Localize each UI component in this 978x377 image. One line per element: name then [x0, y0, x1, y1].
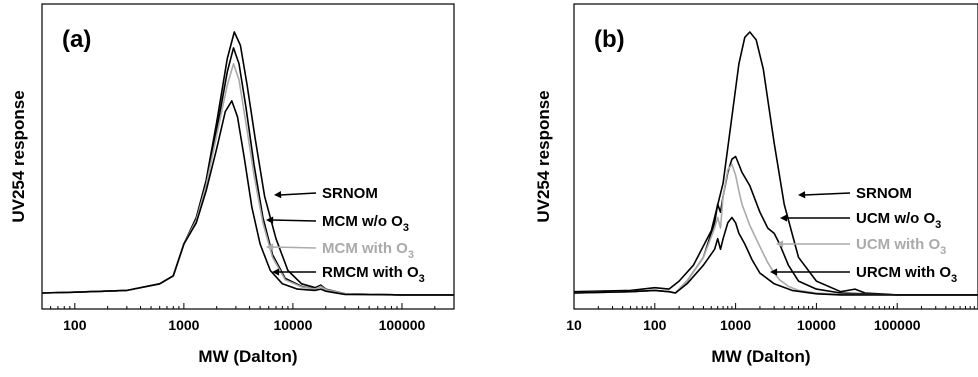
- annotation-arrowhead-b-2: [776, 240, 784, 248]
- x-tick-label-a: 1000: [168, 317, 199, 333]
- annotation-subscript-a-2: 3: [408, 249, 414, 261]
- plot-frame-a: [41, 3, 455, 310]
- series-line-b-0: [573, 31, 978, 296]
- series-line-a-1: [41, 47, 454, 296]
- annotation-arrowhead-a-2: [266, 243, 274, 251]
- x-tick-label-b: 10000: [797, 317, 836, 333]
- annotation-label-b-1: UCM w/o O3: [856, 210, 941, 231]
- x-axis-title-b: MW (Dalton): [711, 347, 810, 366]
- series-line-a-3: [41, 100, 454, 296]
- x-axis-title-a: MW (Dalton): [198, 347, 297, 366]
- x-tick-label-a: 100: [63, 317, 87, 333]
- chart-panel-a: 100 1000 10000 100000 SRNOM MCM w/o O3 MCM wit…: [9, 3, 455, 366]
- annotation-label-b-2: UCM with O3: [856, 236, 946, 257]
- annotation-subscript-a-3: 3: [419, 273, 425, 285]
- annotation-subscript-b-1: 3: [935, 219, 941, 231]
- annotation-arrowhead-a-3: [272, 268, 280, 276]
- annotation-arrow-line-a-0: [279, 192, 317, 196]
- x-tick-label-b: 100000: [874, 317, 921, 333]
- plot-frame-b: [573, 3, 978, 310]
- x-tick-label-b: 10: [566, 317, 582, 333]
- panel-label-a: (a): [62, 26, 91, 53]
- annotation-arrow-line-b-0: [803, 192, 851, 196]
- annotation-subscript-b-2: 3: [940, 245, 946, 257]
- annotation-subscript-b-3: 3: [951, 273, 957, 285]
- annotation-arrowhead-a-1: [266, 216, 274, 224]
- annotation-label-a-2: MCM with O3: [322, 240, 414, 261]
- annotation-label-a-3: RMCM with O3: [322, 264, 425, 285]
- annotation-subscript-a-1: 3: [403, 222, 409, 234]
- annotation-label-b-0: SRNOM: [856, 185, 912, 202]
- panel-label-b: (b): [594, 26, 625, 53]
- x-tick-label-b: 100: [643, 317, 667, 333]
- series-line-b-3: [573, 216, 978, 296]
- annotation-arrow-line-a-1: [271, 219, 317, 222]
- annotation-label-b-3: URCM with O3: [856, 264, 957, 285]
- y-axis-title-a: UV254 response: [9, 90, 28, 222]
- chart-panel-b: 10 100 1000 10000 100000 SRNOM UCM w/o O3 UCM w…: [534, 3, 978, 366]
- x-tick-label-a: 10000: [273, 317, 312, 333]
- annotation-arrowhead-a-0: [274, 191, 282, 199]
- annotation-arrowhead-b-1: [780, 214, 788, 222]
- x-tick-label-a: 100000: [379, 317, 426, 333]
- annotation-label-a-0: SRNOM: [322, 185, 378, 202]
- annotation-label-a-1: MCM w/o O3: [322, 213, 409, 234]
- annotation-arrowhead-b-3: [770, 268, 778, 276]
- x-tick-label-b: 1000: [720, 317, 751, 333]
- annotation-arrowhead-b-0: [798, 191, 806, 199]
- annotation-arrow-line-a-2: [271, 246, 317, 249]
- y-axis-title-b: UV254 response: [534, 90, 553, 222]
